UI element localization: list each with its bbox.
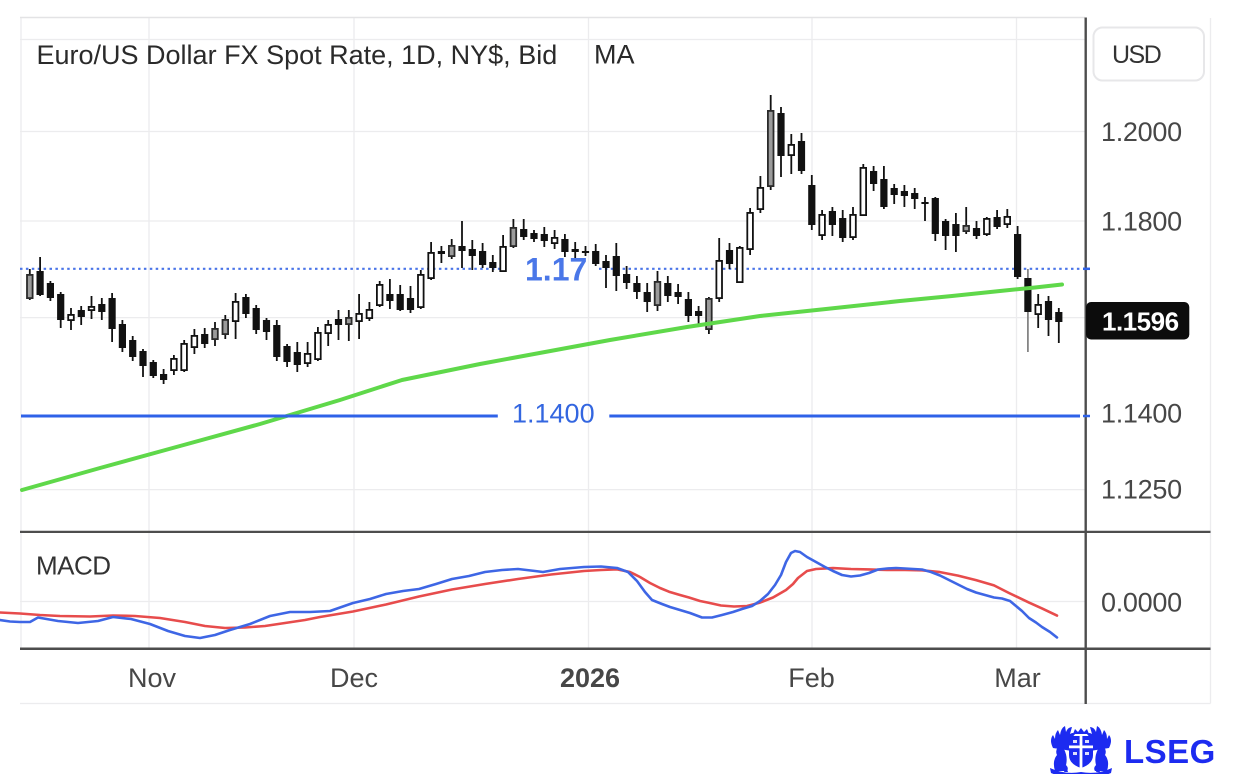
svg-text:LSEG: LSEG [1124, 733, 1216, 770]
svg-text:2026: 2026 [560, 663, 620, 693]
svg-text:USD: USD [1112, 41, 1161, 69]
svg-text:Mar: Mar [994, 663, 1041, 693]
svg-text:Euro/US Dollar FX Spot Rate, 1: Euro/US Dollar FX Spot Rate, 1D, NY$, Bi… [37, 40, 558, 70]
svg-text:1.1250: 1.1250 [1101, 475, 1182, 505]
svg-text:Dec: Dec [330, 663, 378, 693]
svg-text:MA: MA [594, 40, 635, 70]
svg-text:1.1400: 1.1400 [1101, 399, 1182, 429]
svg-text:Nov: Nov [128, 663, 177, 693]
svg-text:Feb: Feb [788, 663, 835, 693]
svg-text:1.1596: 1.1596 [1102, 307, 1179, 337]
svg-text:MACD: MACD [36, 551, 111, 581]
svg-text:1.1800: 1.1800 [1101, 207, 1182, 237]
svg-text:1.1400: 1.1400 [512, 399, 595, 429]
svg-text:1.2000: 1.2000 [1101, 117, 1182, 147]
svg-text:0.0000: 0.0000 [1101, 588, 1182, 618]
svg-text:1.17: 1.17 [525, 252, 587, 288]
